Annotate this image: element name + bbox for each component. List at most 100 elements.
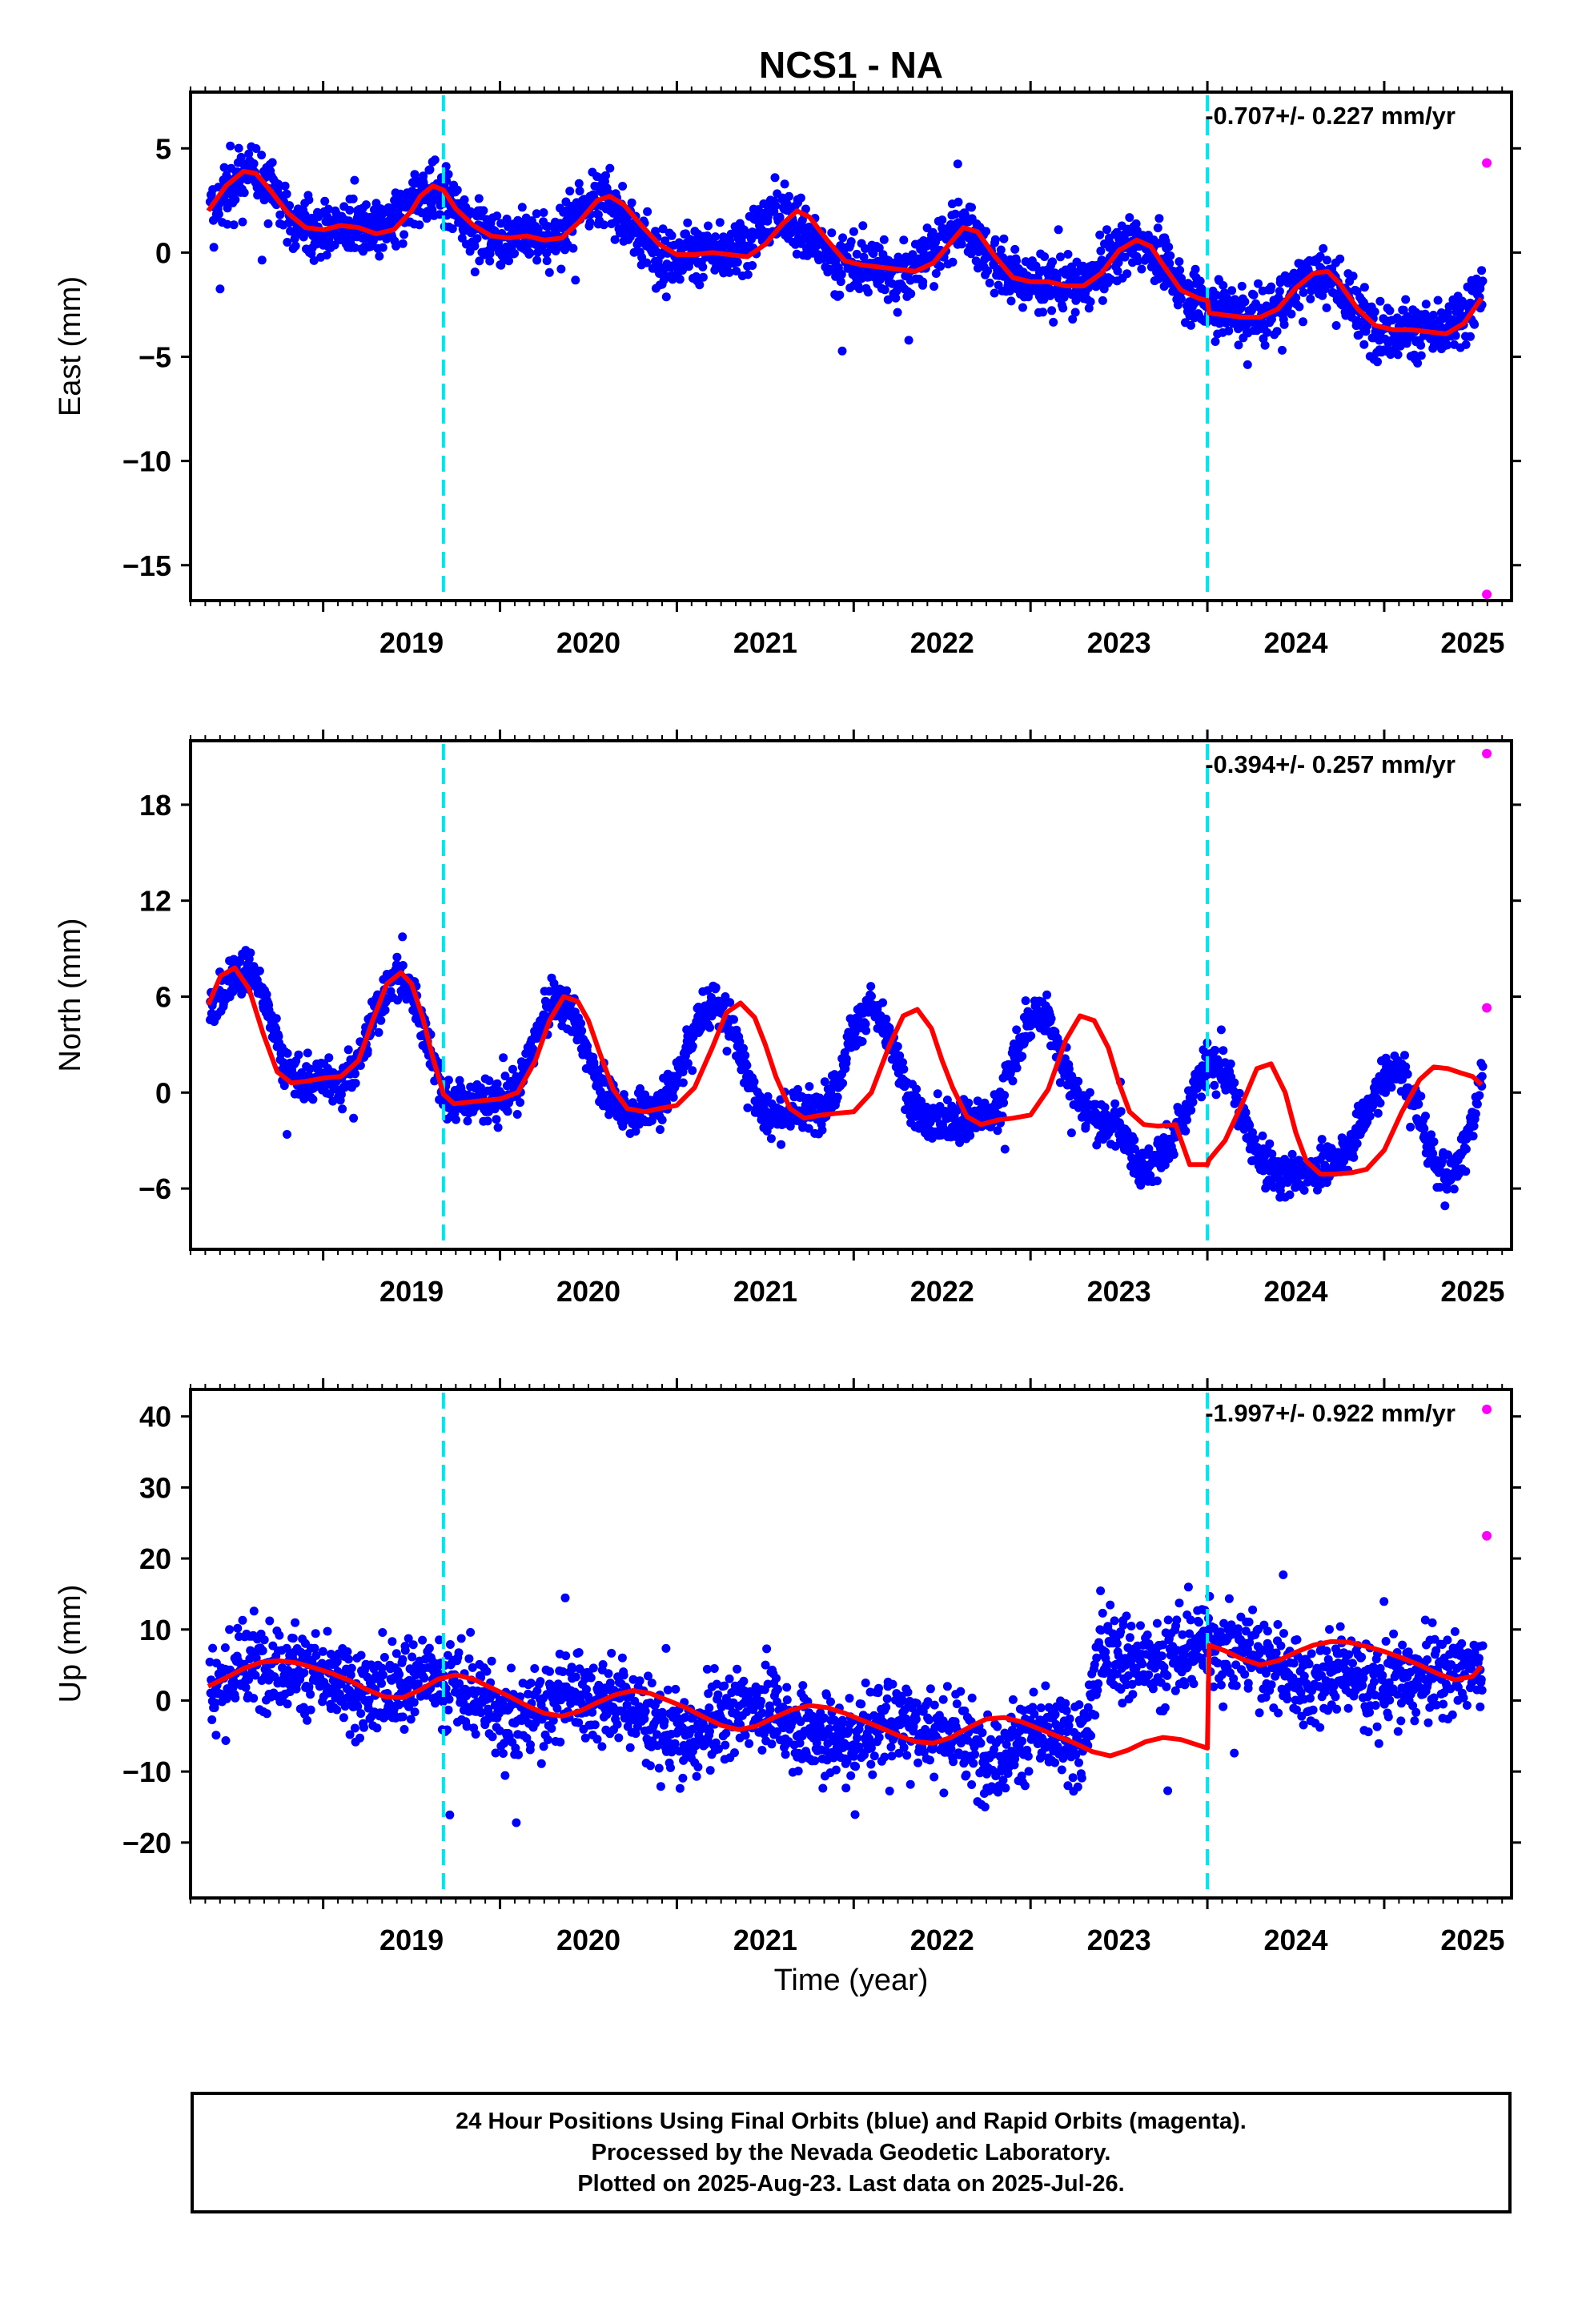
final-orbit-point bbox=[942, 1096, 952, 1104]
final-orbit-point bbox=[1243, 360, 1252, 369]
final-orbit-point bbox=[494, 238, 503, 247]
x-tick-label: 2022 bbox=[910, 626, 974, 659]
final-orbit-point bbox=[1254, 279, 1263, 288]
final-orbit-point bbox=[1251, 1135, 1260, 1144]
final-orbit-point bbox=[455, 1076, 464, 1085]
final-orbit-point bbox=[1096, 246, 1106, 255]
final-orbit-point bbox=[1428, 311, 1438, 320]
rapid-orbit-point bbox=[1482, 158, 1492, 168]
final-orbit-point bbox=[283, 1130, 291, 1139]
y-tick-label: 5 bbox=[155, 132, 171, 165]
final-orbit-point bbox=[1478, 276, 1488, 286]
final-orbit-point bbox=[351, 1069, 359, 1079]
final-orbit-point bbox=[883, 295, 893, 304]
final-orbit-point bbox=[881, 1015, 891, 1023]
final-orbit-point bbox=[1279, 320, 1289, 329]
final-orbit-point bbox=[1095, 230, 1105, 239]
final-orbit-point bbox=[688, 1041, 697, 1051]
final-orbit-point bbox=[627, 198, 636, 207]
final-orbit-point bbox=[895, 1051, 905, 1060]
final-orbit-point bbox=[1197, 1092, 1207, 1102]
final-orbit-point bbox=[1399, 305, 1408, 315]
final-orbit-point bbox=[1085, 1088, 1094, 1097]
final-orbit-point bbox=[1373, 357, 1382, 367]
final-orbit-point bbox=[1048, 257, 1058, 267]
final-orbit-point bbox=[999, 1098, 1009, 1108]
y-tick-label: 18 bbox=[139, 789, 171, 822]
final-orbit-point bbox=[274, 1031, 283, 1041]
final-orbit-point bbox=[763, 1092, 773, 1101]
final-orbit-point bbox=[1005, 286, 1014, 296]
y-tick-label: 12 bbox=[139, 885, 171, 918]
final-orbit-point bbox=[336, 1090, 346, 1100]
final-orbit-point bbox=[838, 1079, 848, 1088]
final-orbit-point bbox=[1188, 1097, 1198, 1107]
final-orbit-point bbox=[504, 256, 513, 266]
final-orbit-point bbox=[838, 233, 848, 243]
final-orbit-point bbox=[378, 243, 387, 252]
final-orbit-point bbox=[492, 1115, 501, 1124]
final-orbit-point bbox=[484, 1076, 494, 1085]
final-orbit-point bbox=[1414, 1100, 1423, 1109]
final-orbit-point bbox=[599, 220, 608, 230]
final-orbit-point bbox=[1260, 340, 1270, 350]
final-orbit-point bbox=[297, 1068, 307, 1077]
final-orbit-point bbox=[1182, 1116, 1192, 1124]
final-orbit-point bbox=[990, 235, 1000, 244]
final-orbit-point bbox=[904, 336, 913, 345]
x-tick-label: 2019 bbox=[379, 626, 444, 659]
final-orbit-point bbox=[1315, 251, 1325, 261]
final-orbit-point bbox=[936, 262, 946, 271]
final-orbit-point bbox=[274, 179, 283, 189]
final-orbit-point bbox=[539, 208, 548, 217]
final-orbit-point bbox=[1026, 1031, 1036, 1040]
final-orbit-point bbox=[1429, 1137, 1439, 1147]
final-orbit-point bbox=[1381, 1088, 1390, 1097]
final-orbit-point bbox=[893, 308, 902, 317]
y-tick-label: −15 bbox=[122, 549, 171, 582]
final-orbit-point bbox=[349, 1113, 359, 1123]
final-orbit-point bbox=[770, 173, 780, 183]
final-orbit-point bbox=[259, 195, 269, 205]
final-orbit-point bbox=[565, 187, 575, 196]
final-orbit-point bbox=[1323, 255, 1331, 265]
final-orbit-point bbox=[1237, 281, 1247, 291]
final-orbit-point bbox=[743, 1103, 753, 1112]
final-orbit-point bbox=[576, 1019, 586, 1028]
final-orbit-point bbox=[817, 1125, 827, 1135]
final-orbit-point bbox=[1299, 317, 1307, 327]
final-orbit-point bbox=[796, 193, 805, 203]
final-orbit-point bbox=[444, 1076, 453, 1085]
final-orbit-point bbox=[739, 1043, 748, 1053]
final-orbit-point bbox=[257, 255, 267, 265]
y-tick-label: 0 bbox=[155, 236, 171, 269]
final-orbit-point bbox=[1008, 1076, 1018, 1086]
final-orbit-point bbox=[1136, 1180, 1146, 1190]
x-tick-label: 2021 bbox=[733, 1275, 797, 1308]
final-orbit-point bbox=[930, 282, 939, 292]
final-orbit-point bbox=[1064, 1064, 1074, 1074]
final-orbit-point bbox=[748, 261, 757, 270]
final-orbit-point bbox=[275, 210, 285, 219]
final-orbit-point bbox=[1018, 1051, 1027, 1061]
final-orbit-point bbox=[1259, 1152, 1269, 1161]
final-orbit-point bbox=[1125, 213, 1134, 223]
final-orbit-point bbox=[918, 277, 928, 287]
final-orbit-point bbox=[948, 257, 958, 267]
final-orbit-point bbox=[899, 1064, 909, 1074]
final-orbit-point bbox=[741, 1051, 750, 1060]
final-orbit-point bbox=[804, 1124, 813, 1133]
final-orbit-point bbox=[1421, 300, 1431, 309]
final-orbit-point bbox=[1258, 1131, 1267, 1140]
final-orbit-point bbox=[1265, 1139, 1275, 1148]
final-orbit-point bbox=[1122, 269, 1132, 279]
final-orbit-point bbox=[601, 171, 610, 180]
final-orbit-point bbox=[1231, 295, 1239, 304]
final-orbit-point bbox=[544, 267, 554, 277]
final-orbit-point bbox=[1416, 1092, 1426, 1101]
final-orbit-point bbox=[957, 239, 966, 249]
final-orbit-point bbox=[859, 252, 869, 262]
final-orbit-point bbox=[880, 285, 889, 295]
final-orbit-point bbox=[483, 1116, 492, 1126]
